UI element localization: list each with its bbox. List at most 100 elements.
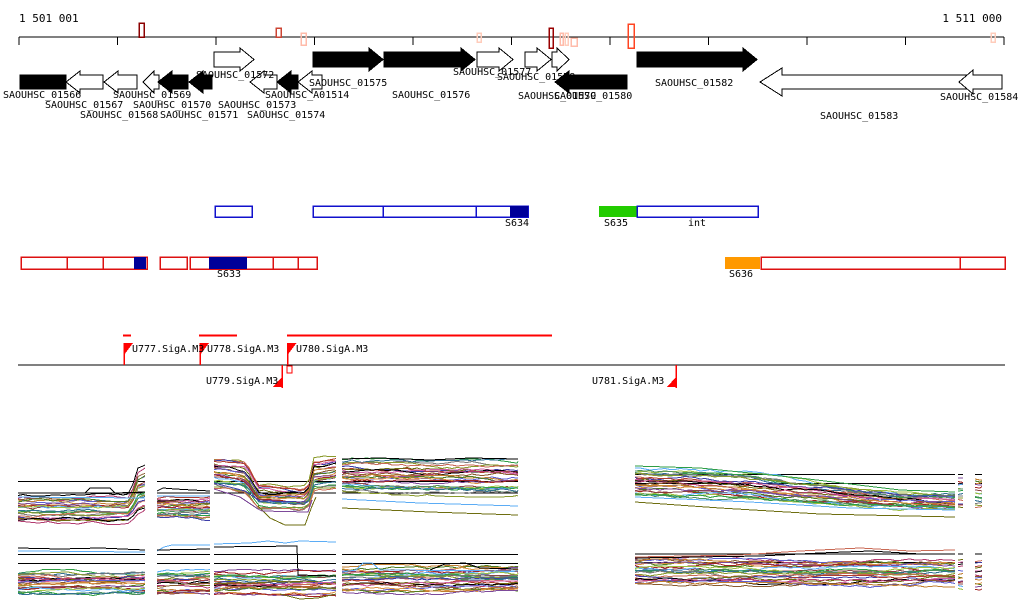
coverage-trace [974, 565, 983, 567]
coverage-trace [974, 478, 982, 481]
flag-triangle[interactable] [273, 377, 282, 387]
gene-arrow[interactable] [636, 46, 758, 73]
coverage-trace [974, 582, 983, 585]
flag-triangle[interactable] [287, 343, 297, 355]
gene-arrow[interactable] [759, 67, 1003, 97]
gene-label: SAOUHSC_01577 [453, 67, 532, 78]
coverage-trace [213, 580, 337, 585]
gene-arrow[interactable] [249, 69, 278, 95]
feature-rect[interactable] [20, 256, 148, 270]
flag-anchor-square [286, 365, 293, 374]
ruler-feature-mark[interactable] [627, 23, 635, 49]
flag-stem[interactable] [675, 365, 678, 388]
coverage-trace [957, 563, 964, 565]
coverage-trace-highlight [156, 487, 211, 492]
coverage-trace [957, 570, 964, 572]
gene-arrow[interactable] [383, 46, 476, 73]
coverage-trace-highlight [429, 562, 519, 571]
coverage-trace [17, 579, 145, 583]
coverage-trace [974, 577, 982, 579]
feature-solid-segment[interactable] [510, 206, 528, 217]
feature-rect[interactable] [636, 205, 759, 218]
coverage-trace [957, 561, 964, 563]
ruler-start-coordinate: 1 501 001 [19, 12, 79, 25]
gene-arrow[interactable] [476, 46, 514, 73]
coverage-trace [974, 497, 983, 500]
flag-triangle[interactable] [200, 343, 209, 355]
gene-arrow[interactable] [297, 69, 323, 95]
gene-arrow[interactable] [276, 69, 299, 95]
coverage-trace [957, 493, 964, 495]
gene-arrow[interactable] [524, 46, 552, 73]
transcript-extent-line [287, 334, 552, 337]
feature-rect[interactable] [312, 205, 529, 218]
gene-arrow[interactable] [958, 68, 1003, 96]
feature-rect[interactable] [159, 256, 188, 270]
coverage-trace [156, 590, 211, 595]
gene-label: SAOUHSC_A01514 [265, 90, 350, 101]
ruler-feature-mark[interactable] [559, 32, 564, 46]
coverage-trace [957, 580, 964, 582]
coverage-trace [214, 587, 336, 592]
ruler-feature-mark[interactable] [476, 32, 482, 43]
coverage-trace [341, 580, 518, 587]
gene-arrow[interactable] [103, 69, 138, 95]
coverage-trace [974, 506, 983, 508]
coverage-trace [341, 462, 519, 468]
ruler-feature-mark[interactable] [564, 32, 569, 46]
feature-rect[interactable] [214, 205, 253, 218]
gene-arrow[interactable] [554, 69, 628, 95]
ruler-feature-mark[interactable] [300, 32, 307, 46]
gene-arrow[interactable] [157, 69, 189, 95]
coverage-trace [213, 591, 337, 597]
gene-arrow[interactable] [19, 74, 67, 90]
gene-label: SAOUHSC_01566 [3, 90, 82, 101]
gene-arrow[interactable] [213, 46, 255, 73]
ruler-feature-mark[interactable] [570, 37, 578, 47]
flag-triangle[interactable] [124, 343, 133, 355]
gene-label: SAOUHSC_01574 [247, 110, 326, 121]
ruler-feature-mark[interactable] [990, 32, 996, 43]
coverage-trace [957, 483, 964, 486]
ruler-feature-mark[interactable] [138, 22, 145, 38]
gene-arrow[interactable] [65, 69, 104, 95]
gene-arrow[interactable] [188, 69, 213, 95]
coverage-trace-highlight [213, 540, 337, 545]
coverage-trace [157, 513, 211, 517]
flag-label: U779.SigA.M3 [206, 376, 279, 387]
coverage-trace-highlight [17, 550, 146, 553]
gene-label: SAOUHSC_01569 [113, 90, 192, 101]
coverage-trace [634, 485, 956, 505]
feature-solid-segment[interactable] [134, 257, 146, 269]
feature-solid-segment[interactable] [209, 257, 247, 269]
coverage-trace [957, 506, 964, 508]
gene-label: SAOUHSC_01571 [160, 110, 239, 121]
coverage-trace [214, 455, 336, 488]
coverage-trace-highlight [341, 457, 519, 461]
transcript-extent-line [123, 334, 131, 337]
gene-arrow[interactable] [551, 46, 570, 73]
feature-rect[interactable] [725, 257, 760, 269]
coverage-trace [974, 484, 982, 486]
coverage-trace [213, 462, 337, 495]
flag-stem[interactable] [281, 365, 284, 388]
flag-triangle[interactable] [667, 377, 676, 387]
coverage-trace-highlight [341, 562, 519, 573]
feature-rect[interactable] [760, 256, 1006, 270]
feature-label: S635 [604, 218, 629, 229]
coverage-trace [974, 502, 983, 504]
coverage-trace [957, 481, 964, 483]
coverage-trace [17, 582, 146, 587]
coverage-trace [635, 493, 955, 508]
gene-arrow[interactable] [142, 69, 160, 95]
feature-rect[interactable] [599, 206, 637, 217]
coverage-trace [156, 515, 210, 521]
ruler-feature-mark[interactable] [275, 27, 282, 38]
gene-arrow[interactable] [312, 46, 384, 73]
coverage-trace-highlight [634, 501, 956, 518]
coverage-trace [341, 586, 519, 593]
feature-label: S634 [505, 218, 530, 229]
coverage-trace [974, 574, 983, 577]
ruler-feature-mark[interactable] [548, 27, 554, 49]
coverage-trace-highlight [17, 496, 146, 499]
